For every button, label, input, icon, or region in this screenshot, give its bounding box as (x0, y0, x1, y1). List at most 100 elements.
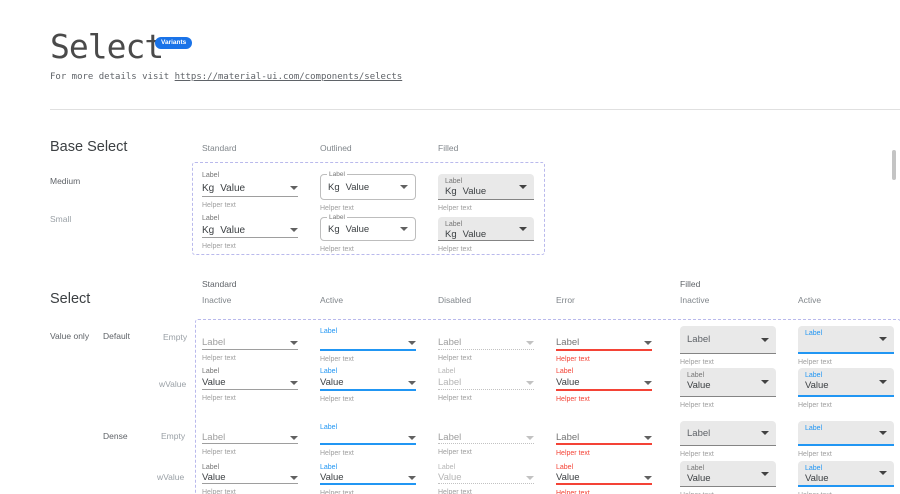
select-adornment: Kg (202, 224, 215, 236)
select-standard-active-wvalue: Label Value Helper text (320, 367, 416, 404)
caret-down-icon (290, 475, 298, 480)
group-header-standard: Standard (202, 279, 237, 289)
select-control[interactable]: Label (202, 432, 298, 444)
select-control[interactable]: Label Kg Value (438, 217, 534, 241)
helper-text: Helper text (320, 246, 354, 253)
helper-text: Helper text (202, 395, 236, 402)
select-control[interactable]: Value (320, 472, 416, 485)
helper-text: Helper text (202, 355, 236, 362)
select-control[interactable]: Value (320, 376, 416, 391)
select-label: Label (805, 425, 823, 432)
select-value: Value (556, 472, 580, 483)
select-value: Value (345, 181, 370, 193)
caret-down-icon (879, 337, 887, 341)
header-divider (50, 109, 900, 110)
select-standard-inactive-empty: Label Helper text (202, 327, 298, 363)
state-header-filled-inactive: Inactive (680, 295, 710, 305)
select-filled-active-wvalue: Label Value Helper text (798, 368, 894, 410)
select-matrix-frame (195, 319, 900, 494)
select-control[interactable]: Label Value (798, 368, 894, 397)
select-dense-active-wvalue: Label Value Helper text (320, 463, 416, 494)
select-control[interactable]: Label Kg Value (320, 214, 416, 241)
select-value: Value (220, 224, 246, 236)
helper-text: Helper text (438, 355, 472, 362)
helper-text: Helper text (798, 451, 832, 458)
select-value: Value (805, 380, 829, 391)
select-dense-inactive-empty: Label Helper text (202, 423, 298, 457)
base-select-frame (192, 162, 545, 255)
select-control[interactable]: Label Value (680, 368, 776, 397)
select-control[interactable]: Label Value (798, 461, 894, 487)
select-control[interactable]: Value (438, 472, 534, 484)
caret-down-icon (879, 430, 887, 435)
select-control[interactable]: Label (556, 432, 652, 445)
select-control[interactable]: Label (680, 326, 776, 354)
select-filled-dense-active-empty: Label Helper text (798, 421, 894, 459)
select-filled-dense-inactive-wvalue: Label Value Helper text (680, 461, 776, 494)
select-control[interactable]: Value (202, 472, 298, 484)
select-control[interactable]: Value (556, 376, 652, 391)
caret-down-icon (644, 380, 652, 385)
select-value: Value (462, 229, 487, 240)
select-control[interactable] (320, 432, 416, 445)
helper-text: Helper text (438, 449, 472, 456)
select-label: Label (202, 172, 220, 179)
caret-down-icon (519, 226, 527, 231)
row-header-small: Small (50, 214, 72, 224)
select-control[interactable]: Label (798, 326, 894, 354)
helper-text: Helper text (556, 356, 590, 363)
helper-text: Helper text (680, 491, 776, 494)
docs-link[interactable]: https://material-ui.com/components/selec… (174, 72, 403, 82)
base-select-outlined-small: Label Kg Value Helper text (320, 214, 416, 254)
select-filled-active-empty: Label Helper text (798, 326, 894, 367)
select-section-title: Select (50, 291, 91, 307)
select-label: Label (687, 334, 711, 345)
helper-text: Helper text (320, 450, 354, 457)
caret-down-icon (526, 380, 534, 385)
select-control[interactable]: Kg Value (202, 223, 298, 238)
helper-text: Helper text (320, 356, 354, 363)
select-label: Label (556, 368, 574, 375)
select-control[interactable]: Label Kg Value (438, 174, 534, 200)
select-value: Value (320, 472, 344, 483)
helper-text: Helper text (680, 402, 714, 409)
select-label: Label (445, 221, 463, 228)
select-control[interactable]: Value (556, 472, 652, 485)
select-dense-inactive-wvalue: Label Value Helper text (202, 463, 298, 494)
select-control[interactable]: Label (202, 336, 298, 350)
select-control[interactable]: Label (438, 376, 534, 390)
select-control[interactable]: Label (798, 421, 894, 446)
select-standard-disabled-wvalue: Label Label Helper text (438, 367, 534, 403)
select-control[interactable]: Value (202, 376, 298, 390)
scrollbar-thumb[interactable] (892, 150, 896, 180)
caret-down-icon (290, 340, 298, 345)
select-control[interactable]: Kg Value (202, 180, 298, 197)
select-control[interactable] (320, 336, 416, 351)
select-control[interactable]: Label Kg Value (320, 171, 416, 200)
select-label: Label (202, 464, 220, 471)
helper-text: Helper text (798, 359, 832, 366)
caret-down-icon (408, 340, 416, 345)
select-control[interactable]: Label (438, 336, 534, 350)
row-header-empty: Empty (163, 332, 188, 342)
select-label: Label (687, 465, 705, 472)
caret-down-icon (644, 475, 652, 480)
select-label: Label (202, 432, 226, 443)
select-label: Label (327, 214, 347, 222)
select-control[interactable]: Label (680, 421, 776, 446)
caret-down-icon (408, 380, 416, 385)
select-label: Label (202, 337, 226, 348)
helper-text: Helper text (556, 490, 590, 494)
caret-down-icon (644, 340, 652, 345)
base-select-standard-medium: Label Kg Value Helper text (202, 171, 298, 210)
select-control[interactable]: Label Value (680, 461, 776, 487)
row-header-default: Default (103, 331, 130, 341)
select-label: Label (438, 337, 462, 348)
caret-down-icon (761, 380, 769, 384)
select-label: Label (320, 368, 338, 375)
select-label: Label (687, 427, 711, 439)
select-control[interactable]: Label (438, 432, 534, 444)
row-header-medium: Medium (50, 176, 81, 186)
caret-down-icon (400, 185, 408, 189)
select-control[interactable]: Label (556, 336, 652, 351)
